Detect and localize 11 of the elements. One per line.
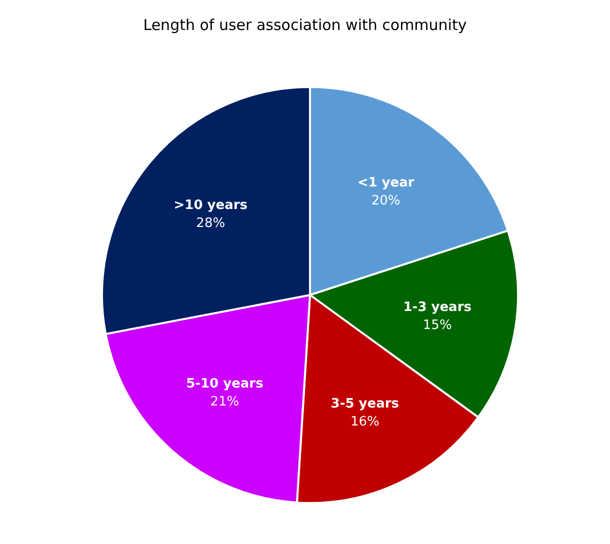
- slice-label: 3-5 years: [330, 396, 400, 412]
- slice-label: 5-10 years: [186, 376, 264, 392]
- data-label: 15%: [422, 318, 452, 334]
- chart-title: Length of user association with community: [143, 16, 467, 34]
- data-label: 28%: [196, 216, 226, 231]
- data-label: 21%: [210, 394, 240, 410]
- data-label: 16%: [350, 414, 380, 430]
- slice-label: <1 year: [357, 176, 415, 191]
- data-label: 20%: [371, 194, 400, 209]
- slice-label: 1-3 years: [403, 300, 472, 316]
- slice-label: >10 years: [174, 198, 248, 213]
